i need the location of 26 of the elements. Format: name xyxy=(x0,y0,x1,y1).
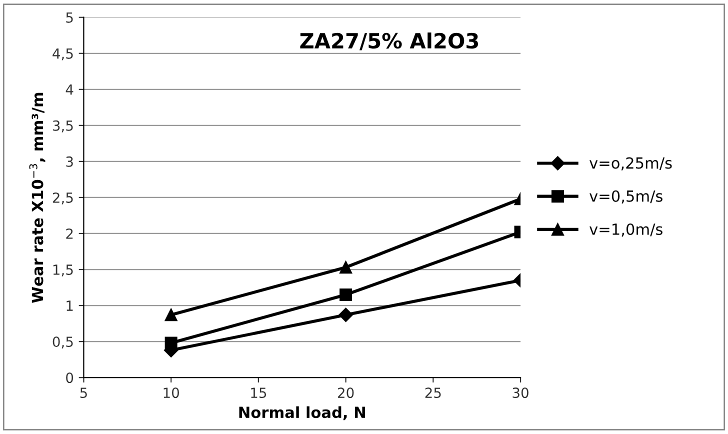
point xyxy=(338,308,353,322)
y-tick-label: 3 xyxy=(66,156,73,167)
y-tick-label: 0,5 xyxy=(52,336,73,348)
y-axis-title: Wear rate X10$^{−3}$, mm³/m xyxy=(29,92,46,303)
y-tick-label: 4 xyxy=(66,84,74,95)
point xyxy=(164,336,178,350)
x-tick-label: 25 xyxy=(425,388,441,398)
x-tick-label: 10 xyxy=(164,388,179,398)
x-tick-label: 20 xyxy=(338,388,354,398)
text: ZA27/5% Al2O3 xyxy=(300,32,478,50)
y-tick-label: 3,5 xyxy=(52,120,73,132)
legend-label: v=0,5m/s xyxy=(590,190,662,204)
y-tick-label: 4,5 xyxy=(52,48,73,60)
x-tick-label: 15 xyxy=(251,388,266,398)
x-axis-title: Normal load, N xyxy=(239,406,365,420)
point xyxy=(164,308,178,322)
y-tick-label: 0 xyxy=(66,372,74,384)
x-tick-label: 30 xyxy=(512,388,528,398)
x-tick-label: 5 xyxy=(80,388,87,398)
y-tick-label: 2,5 xyxy=(52,192,73,204)
y-tick-label: 2 xyxy=(66,228,73,239)
y-tick-label: 1,5 xyxy=(53,264,73,276)
y-tick-label: 5 xyxy=(66,12,73,23)
y-tick-label: 1 xyxy=(66,300,73,311)
legend-label: v=o,25m/s xyxy=(590,157,672,170)
legend-label: v=1,0m/s xyxy=(590,223,662,237)
